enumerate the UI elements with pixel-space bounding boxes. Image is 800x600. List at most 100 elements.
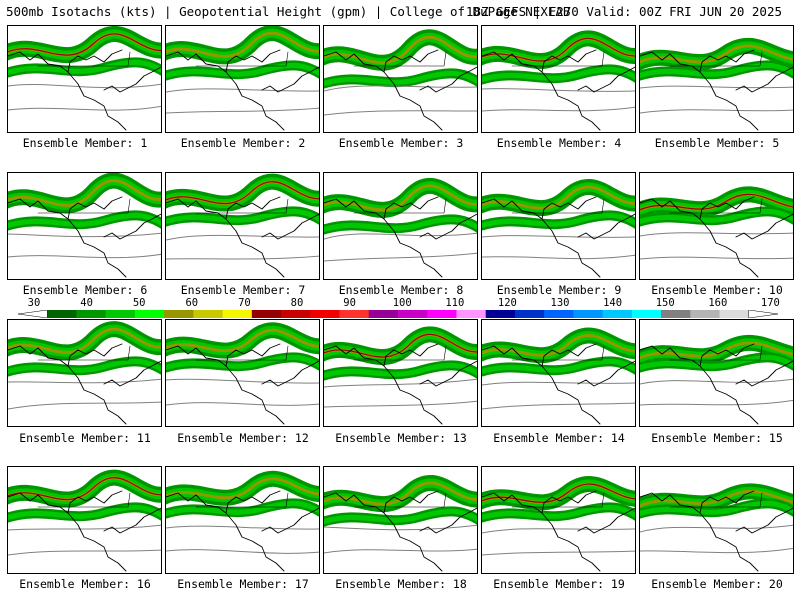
isotach-map: [640, 483, 793, 572]
colorbar-swatch: [573, 310, 604, 318]
ensemble-panel: [481, 25, 636, 133]
isotach-map: [482, 476, 635, 572]
member-caption: Ensemble Member: 17: [177, 577, 309, 591]
colorbar-swatch: [310, 310, 341, 318]
colorbar-tick-label: 40: [80, 297, 93, 309]
isotach-map: [482, 30, 635, 131]
ensemble-panel: [165, 319, 320, 427]
colorbar-swatch: [661, 310, 691, 318]
isotach-map: [8, 321, 161, 425]
isotach-map: [482, 327, 635, 425]
colorbar-tick-label: 60: [185, 297, 199, 309]
colorbar-swatch: [456, 310, 487, 318]
member-caption: Ensemble Member: 15: [651, 431, 783, 445]
colorbar-tick-label: 120: [497, 297, 517, 309]
colorbar-max-arrow: [748, 310, 778, 318]
ensemble-panel: [639, 466, 794, 574]
ensemble-panel: [323, 25, 478, 133]
ensemble-panel: [481, 172, 636, 280]
member-caption: Ensemble Member: 6: [22, 283, 148, 297]
member-caption: Ensemble Member: 12: [177, 431, 309, 445]
isotach-map: [640, 37, 793, 131]
member-caption: Ensemble Member: 7: [180, 283, 306, 297]
colorbar-swatch: [631, 310, 662, 318]
member-caption: Ensemble Member: 14: [493, 431, 625, 445]
ensemble-panel: [165, 25, 320, 133]
colorbar-tick-label: 170: [760, 297, 780, 309]
ensemble-panel: [323, 319, 478, 427]
isotach-map: [640, 334, 793, 425]
colorbar-swatch: [134, 310, 165, 318]
member-caption: Ensemble Member: 9: [496, 283, 622, 297]
ensemble-panel: [7, 172, 162, 280]
member-caption: Ensemble Member: 11: [19, 431, 151, 445]
isotach-map: [640, 186, 793, 278]
isotach-map: [166, 26, 319, 131]
colorbar-min-arrow: [18, 310, 48, 318]
colorbar-tick-label: 110: [445, 297, 465, 309]
isotach-map: [166, 173, 319, 278]
colorbar-swatch: [485, 310, 516, 318]
ensemble-panel: [7, 25, 162, 133]
colorbar-tick-label: 90: [343, 297, 356, 309]
colorbar-tick-label: 80: [290, 297, 304, 309]
colorbar-swatch: [281, 310, 311, 318]
member-caption: Ensemble Member: 8: [338, 283, 464, 297]
ensemble-panel: [323, 172, 478, 280]
header-title: 500mb Isotachs (kts) | Geopotential Heig…: [6, 4, 571, 19]
member-caption: Ensemble Member: 10: [651, 283, 783, 297]
ensemble-panel: [7, 319, 162, 427]
ensemble-panel: [481, 466, 636, 574]
colorbar-swatch: [193, 310, 224, 318]
colorbar-tick-label: 160: [708, 297, 728, 309]
colorbar-swatch: [76, 310, 107, 318]
colorbar-swatch: [719, 310, 750, 318]
member-caption: Ensemble Member: 2: [180, 136, 306, 150]
colorbar-swatch: [544, 310, 574, 318]
isotach-map: [482, 179, 635, 278]
ensemble-panel: [165, 172, 320, 280]
isotach-map: [8, 469, 161, 572]
colorbar-swatch: [251, 310, 282, 318]
colorbar-swatch: [339, 310, 370, 318]
colorbar-tick-label: 130: [550, 297, 570, 309]
header-valid-time: 18Z GEFS | F270 Valid: 00Z FRI JUN 20 20…: [465, 4, 782, 19]
colorbar-swatch: [602, 310, 633, 318]
colorbar-swatch: [47, 310, 77, 318]
member-caption: Ensemble Member: 16: [19, 577, 151, 591]
colorbar-swatch: [690, 310, 721, 318]
ensemble-panel: [7, 466, 162, 574]
header: 500mb Isotachs (kts) | Geopotential Heig…: [6, 4, 796, 22]
colorbar-swatch: [222, 310, 253, 318]
colorbar-tick-label: 140: [603, 297, 623, 309]
isotach-map: [8, 173, 161, 278]
member-caption: Ensemble Member: 20: [651, 577, 783, 591]
colorbar-tick-label: 30: [27, 297, 41, 309]
member-caption: Ensemble Member: 19: [493, 577, 625, 591]
colorbar-swatch: [398, 310, 428, 318]
ensemble-panel: [639, 25, 794, 133]
colorbar-tick-label: 150: [655, 297, 675, 309]
colorbar-swatch: [427, 310, 457, 318]
isotach-map: [166, 470, 319, 572]
colorbar-tick-label: 50: [132, 297, 146, 309]
colorbar: 30 40 50 60 70 80 90 100 110 120 130 140 150 160 170: [10, 297, 790, 321]
colorbar-swatch: [368, 310, 399, 318]
member-caption: Ensemble Member: 18: [335, 577, 467, 591]
colorbar-swatch: [514, 310, 545, 318]
colorbar-swatch: [105, 310, 136, 318]
isotach-map: [324, 475, 477, 572]
isotach-map: [8, 26, 161, 131]
member-caption: Ensemble Member: 5: [654, 136, 780, 150]
colorbar-swatch: [164, 310, 194, 318]
colorbar-tick-label: 70: [238, 297, 251, 309]
member-caption: Ensemble Member: 4: [496, 136, 622, 150]
isotach-map: [166, 322, 319, 425]
ensemble-panel: [323, 466, 478, 574]
colorbar-tick-label: 100: [392, 297, 412, 309]
ensemble-panel: [639, 319, 794, 427]
isotach-map: [324, 29, 477, 131]
ensemble-panel: [165, 466, 320, 574]
isotach-map: [324, 326, 477, 425]
ensemble-panel: [481, 319, 636, 427]
